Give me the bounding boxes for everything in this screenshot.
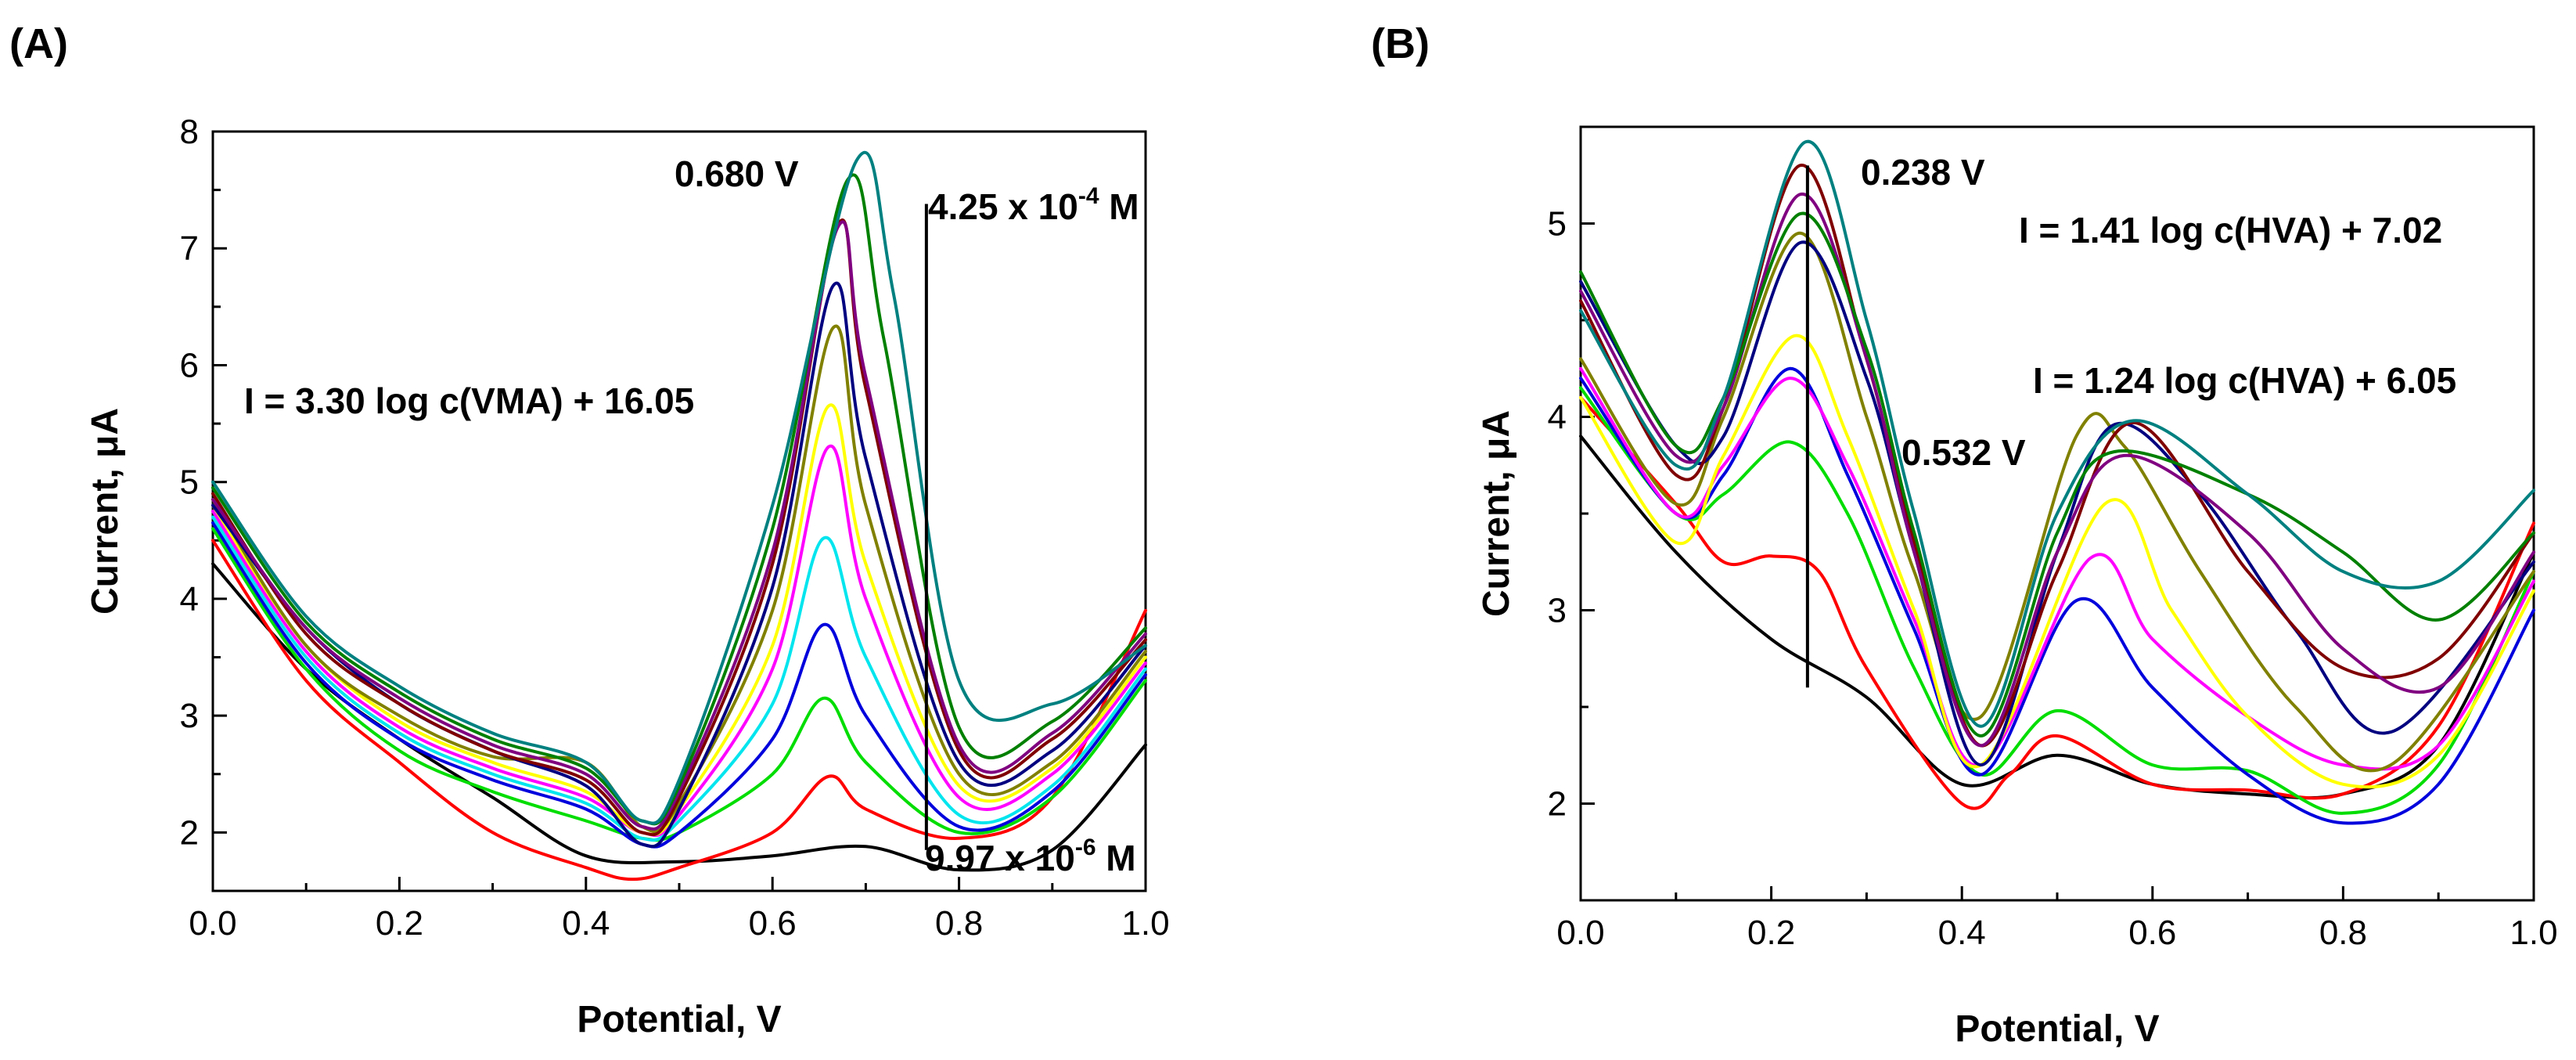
- panel-a-curve-c7: [211, 324, 1147, 834]
- panel-b-peak1-label: 0.238 V: [1861, 152, 1985, 193]
- panel-a-x-tick-label: 0.6: [749, 904, 797, 943]
- panel-a-x-tick-labels: 0.0 0.2 0.4 0.6 0.8 1.0: [189, 904, 1169, 943]
- panel-a-x-axis-label: Potential, V: [577, 999, 781, 1040]
- panel-b-y-axis-label: Current, μA: [1476, 410, 1517, 617]
- panel-b-x-tick-label: 0.2: [1747, 914, 1795, 952]
- panel-a-conc-high-base: 4.25 x 10: [928, 186, 1078, 227]
- panel-a-y-tick-label: 4: [180, 580, 199, 618]
- panel-b-y-tick-label: 3: [1548, 592, 1567, 630]
- panel-b-curve-c6: [1579, 231, 2535, 773]
- panel-a-curve-c9: [211, 218, 1147, 837]
- panel-a-y-tick-label: 2: [180, 813, 199, 852]
- panel-a-y-tick-label: 3: [180, 697, 199, 735]
- panel-b-x-tick-labels: 0.0 0.2 0.4 0.6 0.8 1.0: [1556, 914, 2557, 952]
- panel-b-y-tick-label: 5: [1548, 205, 1567, 243]
- panel-b: (B) 0.0 0.2 0.4 0.6 0.8 1.0 2 3 4 5 Pote…: [1371, 20, 2558, 1050]
- panel-b-equation1: I = 1.41 log c(HVA) + 7.02: [2019, 210, 2442, 251]
- panel-a-conc-low-exp: -6: [1075, 835, 1096, 860]
- panel-b-y-tick-labels: 2 3 4 5: [1548, 205, 1567, 824]
- panel-a-x-tick-label: 0.8: [935, 904, 983, 943]
- panel-a-peak-label: 0.680 V: [675, 153, 799, 194]
- panel-a-curve-c11: [211, 173, 1147, 826]
- panel-a-y-tick-label: 8: [180, 113, 199, 151]
- panel-b-curve-c3: [1579, 366, 2535, 825]
- panel-a-x-tick-label: 0.4: [562, 904, 610, 943]
- panel-a-conc-low-unit: M: [1096, 838, 1136, 878]
- panel-a-equation: I = 3.30 log c(VMA) + 16.05: [244, 380, 694, 421]
- panel-a-ticks: [211, 130, 1147, 892]
- panel-a-conc-low: 9.97 x 10-6 M: [925, 835, 1136, 878]
- panel-b-x-tick-label: 0.0: [1556, 914, 1604, 952]
- panel-a-conc-low-base: 9.97 x 10: [925, 838, 1075, 878]
- panel-a-curves: [211, 150, 1147, 882]
- panel-b-curve-c7: [1579, 240, 2535, 767]
- panel-b-curve-c9: [1579, 193, 2535, 748]
- panel-a-x-tick-label: 1.0: [1121, 904, 1169, 943]
- panel-a-curve-c1: [211, 539, 1147, 882]
- panel-b-ticks: [1579, 125, 2535, 902]
- panel-b-label: (B): [1371, 20, 1430, 67]
- panel-a-curve-c3: [211, 521, 1147, 849]
- panel-b-x-tick-label: 0.6: [2128, 914, 2176, 952]
- panel-a-curve-c12: [211, 150, 1147, 825]
- panel-b-x-axis-label: Potential, V: [1955, 1008, 2159, 1050]
- panel-a-y-tick-label: 6: [180, 346, 199, 384]
- panel-a-y-tick-label: 7: [180, 229, 199, 268]
- panel-b-x-tick-label: 0.8: [2319, 914, 2367, 952]
- panel-a-y-tick-label: 5: [180, 463, 199, 502]
- panel-b-curves: [1579, 139, 2535, 825]
- panel-b-peak2-label: 0.532 V: [1901, 432, 2026, 473]
- panel-a-curve-c4: [211, 515, 1147, 842]
- panel-a-x-tick-label: 0.0: [189, 904, 236, 943]
- panel-a-y-tick-labels: 2 3 4 5 6 7 8: [180, 113, 199, 852]
- panel-b-curve-c11: [1579, 139, 2535, 728]
- panel-a-curve-c2: [211, 527, 1147, 842]
- panel-a-curve-c10: [211, 220, 1147, 831]
- panel-b-y-tick-label: 2: [1548, 785, 1567, 824]
- panel-a-x-tick-label: 0.2: [376, 904, 423, 943]
- panel-a: (A) 0.0 0.2 0.4 0.6 0.8 1.0 2 3 4 5 6 7 …: [9, 20, 1170, 1040]
- panel-a-curve-c6: [211, 403, 1147, 837]
- panel-a-curve-c5: [211, 444, 1147, 838]
- panel-a-y-axis-label: Current, μA: [85, 408, 126, 615]
- panel-b-x-tick-label: 1.0: [2509, 914, 2557, 952]
- panel-a-conc-high: 4.25 x 10-4 M: [928, 183, 1139, 227]
- panel-a-conc-high-unit: M: [1099, 186, 1139, 227]
- panel-b-curve-blank: [1579, 434, 2535, 800]
- panel-b-y-tick-label: 4: [1548, 398, 1567, 437]
- panel-a-curve-c8: [211, 281, 1147, 849]
- panel-b-equation2: I = 1.24 log c(HVA) + 6.05: [2033, 360, 2456, 401]
- panel-b-x-tick-label: 0.4: [1938, 914, 1986, 952]
- panel-a-conc-high-exp: -4: [1078, 183, 1099, 209]
- panel-a-label: (A): [9, 20, 68, 67]
